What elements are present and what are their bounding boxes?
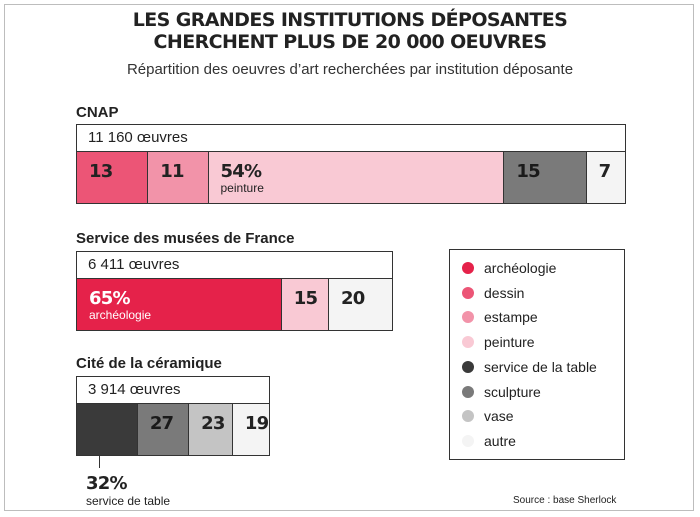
legend-swatch	[462, 262, 474, 274]
bar-segment-sculpture: 15	[504, 152, 587, 203]
callout-line	[99, 456, 100, 468]
legend-item-dessin: dessin	[462, 283, 524, 303]
segment-value-label: 20	[341, 288, 365, 309]
count-box-cnap: 11 160 œuvres	[76, 124, 626, 152]
segment-category-label: peinture	[220, 181, 264, 195]
chart-title-line-2: CHERCHENT PLUS DE 20 000 OEUVRES	[153, 31, 547, 53]
segment-value-label: 19	[244, 413, 269, 434]
legend-swatch	[462, 434, 474, 447]
count-box-ceramique: 3 914 œuvres	[76, 376, 270, 404]
callout-label: service de table	[86, 494, 171, 508]
legend-swatch	[462, 410, 474, 423]
chart-title-line-1: LES GRANDES INSTITUTIONS DÉPOSANTES	[132, 9, 568, 31]
bar-segment-service-de-la-table	[77, 404, 138, 455]
group-name-smf: Service des musées de France	[76, 230, 295, 247]
bar-segment-autre: 19	[232, 404, 269, 455]
legend-item-peinture: peinture	[462, 332, 535, 352]
legend-item-service-de-la-table: service de la table	[462, 357, 597, 377]
stacked-bar-cnap: 13 11 54% peinture 15 7	[76, 152, 626, 204]
bar-segment-sculpture: 27	[137, 404, 190, 455]
legend-label: service de la table	[484, 358, 597, 375]
count-box-smf: 6 411 œuvres	[76, 251, 393, 279]
bar-segment-peinture: 54% peinture	[208, 152, 505, 203]
source-note: Source : base Sherlock	[513, 495, 617, 506]
legend-item-archéologie: archéologie	[462, 258, 556, 278]
segment-value-label: 15	[516, 161, 540, 182]
stacked-bar-ceramique: 27 23 19	[76, 404, 270, 456]
segment-value-label: 54%	[220, 161, 262, 182]
legend-label: sculpture	[484, 383, 541, 400]
bar-segment-dessin: 13	[77, 152, 149, 203]
callout-value: 32%	[86, 473, 127, 494]
legend-swatch	[462, 360, 474, 373]
bar-segment-peinture: 15	[281, 279, 329, 330]
segment-value-label: 11	[160, 161, 184, 182]
legend-label: dessin	[484, 284, 525, 301]
segment-value-label: 7	[598, 161, 612, 182]
bar-segment-archéologie: 65% archéologie	[77, 279, 282, 330]
legend-swatch	[462, 336, 474, 349]
legend-label: archéologie	[484, 260, 557, 276]
legend-label: estampe	[484, 309, 538, 326]
group-name-ceramique: Cité de la céramique	[76, 355, 222, 372]
stacked-bar-smf: 65% archéologie 15 20	[76, 279, 393, 331]
segment-value-label: 65%	[89, 288, 130, 309]
chart-frame	[4, 4, 694, 511]
bar-segment-vase: 23	[189, 404, 233, 455]
bar-segment-autre: 7	[586, 152, 625, 203]
legend-label: vase	[484, 408, 514, 425]
legend-item-estampe: estampe	[462, 307, 538, 327]
bar-segment-estampe: 11	[148, 152, 209, 203]
group-name-cnap: CNAP	[76, 104, 119, 121]
segment-category-label: archéologie	[89, 308, 152, 322]
legend-item-sculpture: sculpture	[462, 382, 541, 402]
segment-value-label: 13	[89, 161, 113, 182]
segment-value-label: 23	[201, 413, 225, 434]
segment-value-label: 15	[293, 288, 318, 309]
legend: archéologie dessin estampe peinture service …	[449, 249, 625, 460]
legend-item-vase: vase	[462, 406, 514, 426]
legend-swatch	[462, 286, 474, 299]
chart-subtitle: Répartition des oeuvres d’art recherchée…	[126, 61, 574, 78]
legend-label: peinture	[484, 334, 535, 351]
segment-value-label: 27	[149, 413, 174, 434]
bar-segment-autre: 20	[329, 279, 392, 330]
legend-swatch	[462, 311, 474, 324]
legend-swatch	[462, 385, 474, 398]
legend-item-autre: autre	[462, 431, 516, 451]
legend-label: autre	[484, 432, 516, 449]
